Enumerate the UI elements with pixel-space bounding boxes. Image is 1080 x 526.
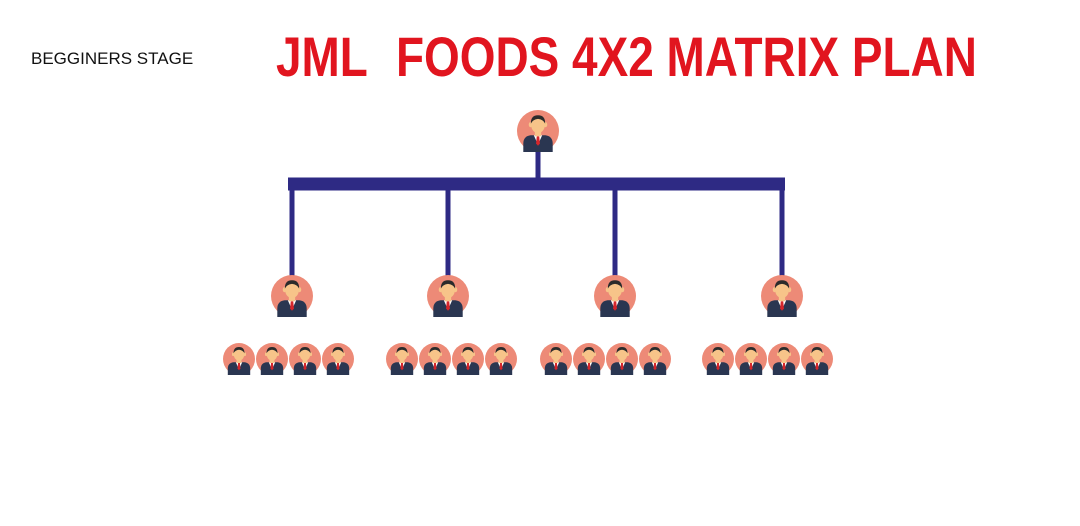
level2-member-avatar bbox=[540, 343, 572, 375]
horizontal-connector-bar bbox=[288, 177, 785, 191]
level2-member-avatar bbox=[485, 343, 517, 375]
level2-member-avatar bbox=[768, 343, 800, 375]
level2-member-avatar bbox=[223, 343, 255, 375]
level2-member-avatar bbox=[801, 343, 833, 375]
title-brand: JML bbox=[276, 25, 368, 88]
connector-lines bbox=[288, 150, 785, 279]
stage-label: BEGGINERS STAGE bbox=[31, 49, 194, 68]
level2-member-avatar bbox=[452, 343, 484, 375]
level1-member-avatar bbox=[427, 275, 469, 317]
title-plan: FOODS 4X2 MATRIX PLAN bbox=[396, 25, 977, 88]
root-member-avatar bbox=[517, 110, 559, 152]
level1-member-avatar bbox=[594, 275, 636, 317]
level2-member-avatar bbox=[419, 343, 451, 375]
level2-member-avatar bbox=[639, 343, 671, 375]
level2-member-avatar bbox=[606, 343, 638, 375]
level2-member-avatar bbox=[289, 343, 321, 375]
level2-member-avatar bbox=[256, 343, 288, 375]
level1-member-avatar bbox=[271, 275, 313, 317]
level1-member-avatar bbox=[761, 275, 803, 317]
member-avatars bbox=[223, 110, 833, 375]
level2-member-avatar bbox=[735, 343, 767, 375]
level2-member-avatar bbox=[573, 343, 605, 375]
level2-member-avatar bbox=[322, 343, 354, 375]
level2-member-avatar bbox=[702, 343, 734, 375]
level2-member-avatar bbox=[386, 343, 418, 375]
